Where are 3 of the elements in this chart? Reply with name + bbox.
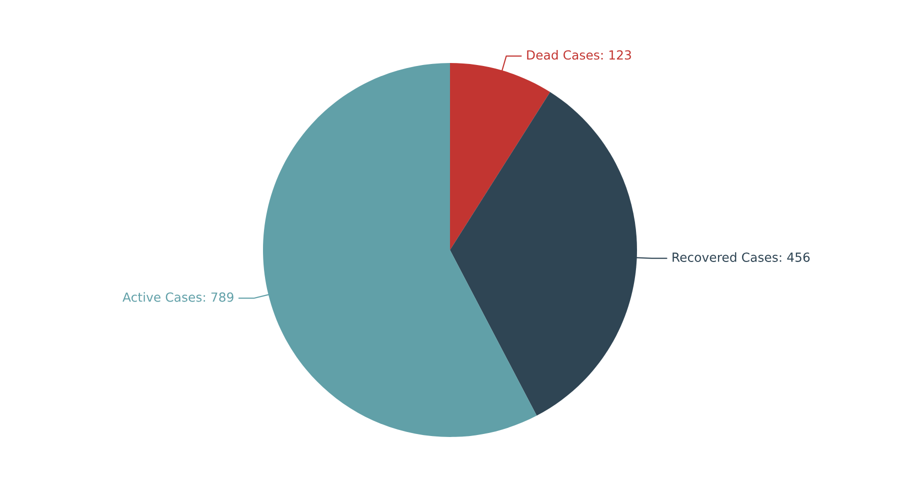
slice-label: Dead Cases: 123	[527, 50, 631, 60]
slice-label: Active Cases: 789	[122, 292, 234, 302]
slice-label: Recovered Cases: 456	[672, 252, 810, 262]
